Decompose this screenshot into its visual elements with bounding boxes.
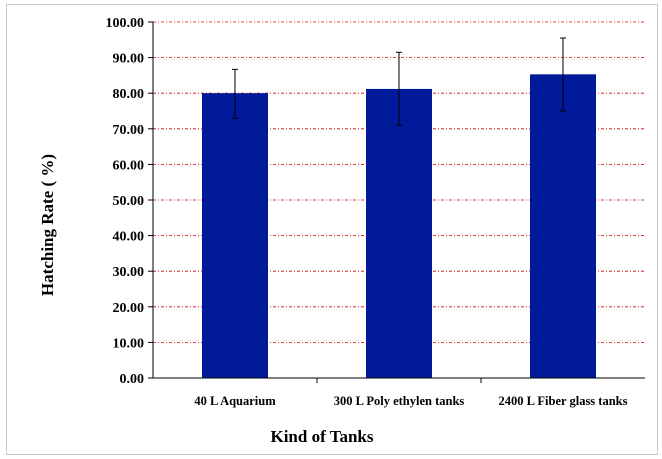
x-category-label: 2400 L Fiber glass tanks [499, 394, 628, 408]
y-tick-label: 20.00 [113, 301, 145, 316]
bar [530, 74, 596, 378]
chart-frame: 0.00 10.00 20.00 30.00 40.00 50.00 60.00 70.00 8… [6, 4, 658, 455]
x-category-label: 40 L Aquarium [194, 394, 276, 408]
error-bars [232, 37, 566, 126]
y-tick-label: 90.00 [113, 52, 145, 67]
y-tick-label: 80.00 [113, 87, 145, 102]
y-tick-label: 40.00 [113, 230, 145, 245]
y-tick-label: 70.00 [113, 123, 145, 138]
y-tick-label: 60.00 [113, 158, 145, 173]
bar [366, 88, 432, 378]
labels: 0.00 10.00 20.00 30.00 40.00 50.00 60.00 70.00 8… [106, 16, 628, 408]
y-tick-label: 0.00 [120, 372, 145, 387]
bar [202, 93, 268, 378]
x-axis-title: Kind of Tanks [270, 427, 373, 446]
y-axis-title: Hatching Rate ( %) [38, 154, 57, 296]
x-category-label: 300 L Poly ethylen tanks [334, 394, 465, 408]
y-tick-label: 30.00 [113, 265, 145, 280]
axes [148, 21, 645, 383]
y-tick-label: 50.00 [113, 194, 145, 209]
y-tick-label: 100.00 [106, 16, 145, 31]
bar-chart: 0.00 10.00 20.00 30.00 40.00 50.00 60.00 70.00 8… [38, 16, 645, 446]
bars [202, 74, 596, 378]
y-tick-label: 10.00 [113, 336, 145, 351]
